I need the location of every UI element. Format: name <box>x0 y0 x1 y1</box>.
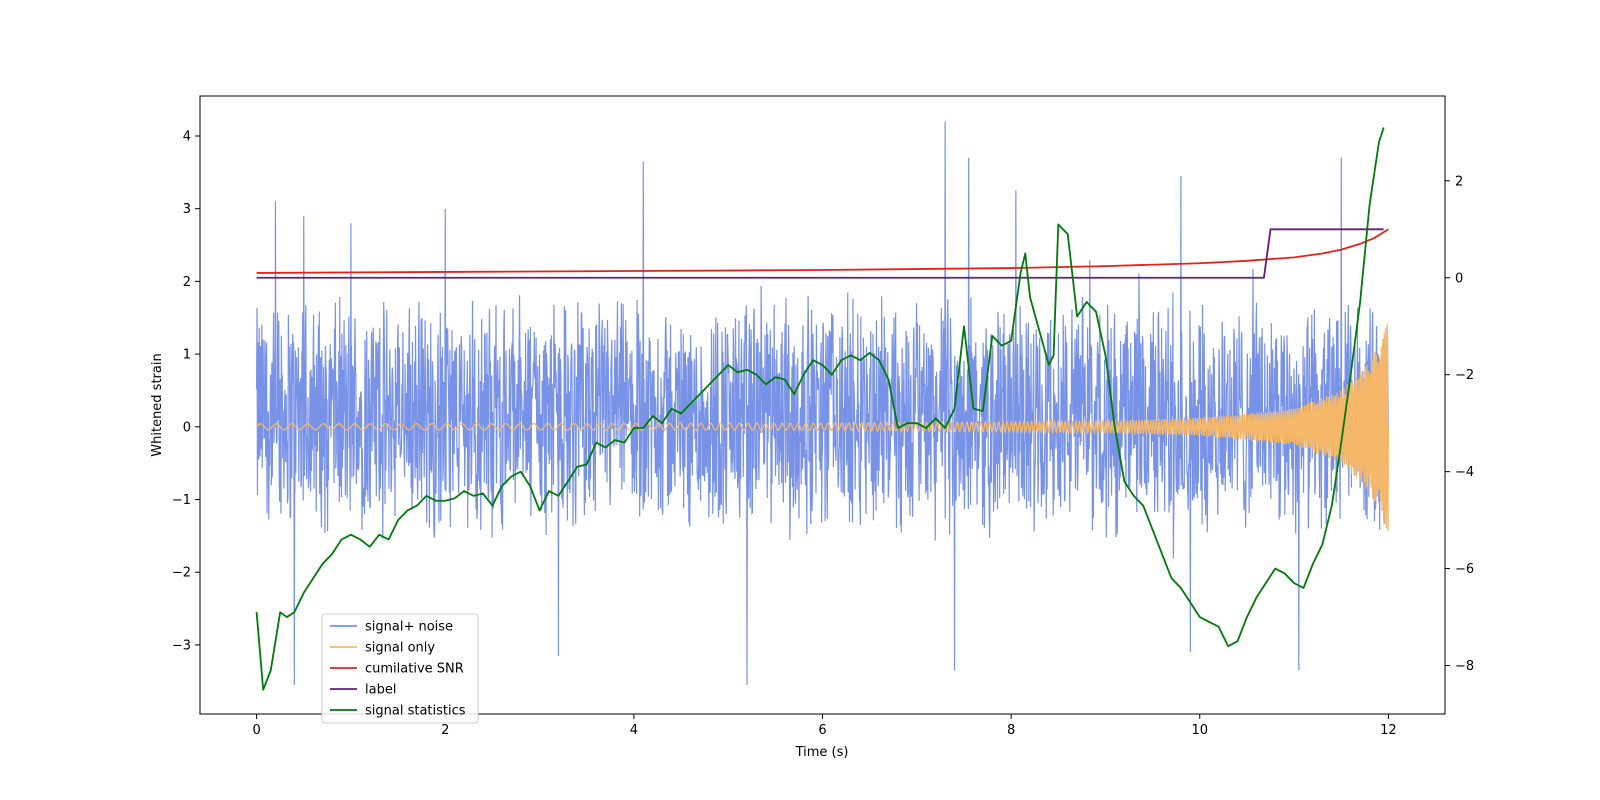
legend-box <box>321 613 479 724</box>
series-signal-noise <box>255 121 1390 685</box>
y-tick-label: 2 <box>183 275 191 290</box>
y-tick-label: −1 <box>172 493 191 508</box>
legend-entry: signal+ noise <box>365 620 453 635</box>
y-tick-label: 1 <box>183 348 191 363</box>
x-tick-label: 10 <box>1191 723 1208 738</box>
y-tick-label: 3 <box>183 202 191 217</box>
series-signal-statistics <box>255 127 1385 691</box>
y-tick-label: −2 <box>172 566 191 581</box>
y2-tick-label: −2 <box>1455 368 1474 383</box>
legend-entry: label <box>365 683 396 698</box>
y2-tick-label: −4 <box>1455 465 1474 480</box>
x-axis-label: Time (s) <box>795 745 849 760</box>
y2-tick-label: 2 <box>1455 174 1463 189</box>
y2-tick-label: −6 <box>1455 562 1474 577</box>
legend-entry: signal only <box>365 641 435 656</box>
x-tick-label: 0 <box>252 723 260 738</box>
y2-tick-label: −8 <box>1455 659 1474 674</box>
y-axis-label: Whitened strain <box>150 353 165 456</box>
x-tick-label: 6 <box>818 723 826 738</box>
legend: signal+ noise signal only cumilative SNR la… <box>321 613 479 724</box>
x-tick-label: 2 <box>441 723 449 738</box>
y-tick-label: 0 <box>183 420 191 435</box>
series-label <box>256 228 1384 279</box>
legend-entry: signal statistics <box>365 704 466 719</box>
series-signal-only <box>256 323 1390 532</box>
x-tick-label: 4 <box>630 723 638 738</box>
series-layer <box>255 121 1390 691</box>
x-tick-label: 12 <box>1380 723 1397 738</box>
y-tick-label: −3 <box>172 638 191 653</box>
x-tick-label: 8 <box>1007 723 1015 738</box>
y-tick-label: 4 <box>183 129 191 144</box>
legend-entry: cumilative SNR <box>365 662 464 677</box>
y2-tick-label: 0 <box>1455 271 1463 286</box>
series-cumilative-snr <box>256 228 1389 274</box>
